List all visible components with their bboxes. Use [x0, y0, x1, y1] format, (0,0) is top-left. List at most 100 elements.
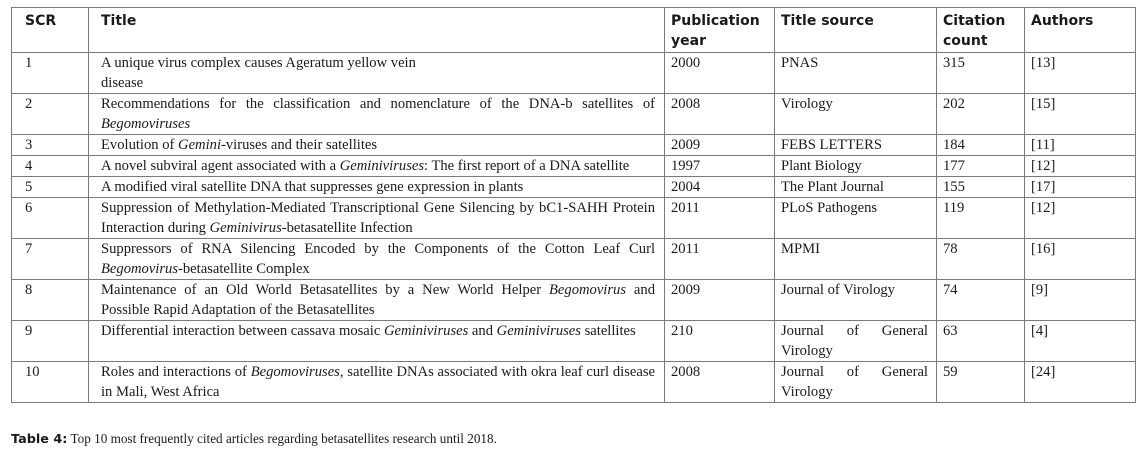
title-text: -viruses and their satellites — [221, 137, 378, 153]
caption-text: Top 10 most frequently cited articles re… — [67, 431, 497, 446]
title-italic: Begomoviruses — [250, 364, 340, 380]
cell-title: Suppression of Methylation-Mediated Tran… — [88, 197, 665, 239]
header-citations: Citation count — [936, 7, 1025, 53]
cell-year: 2011 — [664, 197, 775, 239]
cell-source: PNAS — [774, 52, 937, 94]
cell-citations: 74 — [936, 279, 1025, 321]
cell-citations: 184 — [936, 134, 1025, 156]
cell-authors: [12] — [1024, 197, 1136, 239]
cell-citations: 119 — [936, 197, 1025, 239]
table-row: 8 Maintenance of an Old World Betasatell… — [11, 279, 1136, 321]
cell-authors: [4] — [1024, 320, 1136, 362]
cell-year: 2009 — [664, 279, 775, 321]
table-header-row: SCR Title Publication year Title source … — [11, 7, 1136, 53]
cell-source: Virology — [774, 93, 937, 135]
cell-year: 2000 — [664, 52, 775, 94]
header-scr: SCR — [11, 7, 89, 53]
title-text: Suppressors of RNA Silencing Encoded by … — [101, 241, 655, 257]
cell-authors: [15] — [1024, 93, 1136, 135]
table-row: 9 Differential interaction between cassa… — [11, 320, 1136, 362]
title-italic: Begomoviruses — [101, 116, 191, 132]
cell-authors: [11] — [1024, 134, 1136, 156]
citations-table: SCR Title Publication year Title source … — [11, 7, 1136, 403]
title-text: : The first report of a DNA satellite — [424, 158, 630, 174]
cell-title: Differential interaction between cassava… — [88, 320, 665, 362]
caption-label: Table 4: — [11, 432, 68, 447]
cell-year: 2008 — [664, 361, 775, 403]
title-text: Recommendations for the classification a… — [101, 96, 655, 112]
cell-year: 1997 — [664, 155, 775, 177]
cell-title: Recommendations for the classification a… — [88, 93, 665, 135]
cell-title: A unique virus complex causes Ageratum y… — [88, 52, 665, 94]
table-container: SCR Title Publication year Title source … — [11, 7, 1136, 403]
table-row: 5 A modified viral satellite DNA that su… — [11, 176, 1136, 198]
cell-title: A modified viral satellite DNA that supp… — [88, 176, 665, 198]
cell-scr: 3 — [11, 134, 89, 156]
cell-scr: 7 — [11, 238, 89, 280]
title-text: Evolution of — [101, 137, 179, 153]
table-caption: Table 4: Top 10 most frequently cited ar… — [11, 431, 497, 447]
cell-scr: 8 — [11, 279, 89, 321]
table-row: 1 A unique virus complex causes Ageratum… — [11, 52, 1136, 94]
cell-authors: [24] — [1024, 361, 1136, 403]
cell-title: Roles and interactions of Begomoviruses,… — [88, 361, 665, 403]
cell-title: Suppressors of RNA Silencing Encoded by … — [88, 238, 665, 280]
cell-source: The Plant Journal — [774, 176, 937, 198]
title-italic: Geminiviruses — [339, 158, 425, 174]
cell-scr: 6 — [11, 197, 89, 239]
cell-source: Journal of General Virology — [774, 320, 937, 362]
cell-scr: 10 — [11, 361, 89, 403]
cell-source: Journal of Virology — [774, 279, 937, 321]
header-authors: Authors — [1024, 7, 1136, 53]
title-italic: Geminiviruses — [496, 323, 581, 339]
title-italic: Begomovirus — [549, 282, 627, 298]
header-year: Publication year — [664, 7, 775, 53]
title-text: Roles and interactions of — [101, 364, 251, 380]
cell-citations: 202 — [936, 93, 1025, 135]
title-italic: Begomovirus — [101, 261, 179, 277]
cell-source: MPMI — [774, 238, 937, 280]
cell-year: 2009 — [664, 134, 775, 156]
cell-scr: 4 — [11, 155, 89, 177]
table-row: 4 A novel subviral agent associated with… — [11, 155, 1136, 177]
table-row: 6 Suppression of Methylation-Mediated Tr… — [11, 197, 1136, 239]
cell-scr: 9 — [11, 320, 89, 362]
title-italic: Gemini — [178, 137, 221, 153]
cell-authors: [16] — [1024, 238, 1136, 280]
cell-authors: [12] — [1024, 155, 1136, 177]
table-row: 3 Evolution of Gemini-viruses and their … — [11, 134, 1136, 156]
cell-year: 2008 — [664, 93, 775, 135]
cell-citations: 59 — [936, 361, 1025, 403]
table-row: 2 Recommendations for the classification… — [11, 93, 1136, 135]
title-text: Differential interaction between cassava… — [101, 323, 384, 339]
title-text: A unique virus complex causes Ageratum y… — [101, 55, 416, 91]
cell-title: Evolution of Gemini-viruses and their sa… — [88, 134, 665, 156]
cell-title: Maintenance of an Old World Betasatellit… — [88, 279, 665, 321]
title-text: and — [468, 323, 497, 339]
cell-authors: [13] — [1024, 52, 1136, 94]
cell-source: FEBS LETTERS — [774, 134, 937, 156]
title-text: Maintenance of an Old World Betasatellit… — [101, 282, 549, 298]
title-text: , satellite DNAs associated with okra le… — [101, 364, 655, 400]
cell-source: PLoS Pathogens — [774, 197, 937, 239]
cell-citations: 155 — [936, 176, 1025, 198]
cell-citations: 63 — [936, 320, 1025, 362]
cell-authors: [17] — [1024, 176, 1136, 198]
cell-scr: 5 — [11, 176, 89, 198]
title-text: A novel subviral agent associated with a — [101, 158, 340, 174]
cell-citations: 315 — [936, 52, 1025, 94]
cell-year: 210 — [664, 320, 775, 362]
table-row: 10 Roles and interactions of Begomovirus… — [11, 361, 1136, 403]
title-text: A modified viral satellite DNA that supp… — [101, 179, 524, 195]
cell-citations: 177 — [936, 155, 1025, 177]
title-text: -betasatellite Complex — [178, 261, 310, 277]
title-text: and Possible Rapid Adaptation of the Bet… — [101, 282, 655, 318]
cell-title: A novel subviral agent associated with a… — [88, 155, 665, 177]
cell-source: Plant Biology — [774, 155, 937, 177]
title-text: satellites — [580, 323, 636, 339]
cell-scr: 1 — [11, 52, 89, 94]
title-italic: Geminiviruses — [383, 323, 469, 339]
header-source: Title source — [774, 7, 937, 53]
cell-scr: 2 — [11, 93, 89, 135]
cell-year: 2004 — [664, 176, 775, 198]
